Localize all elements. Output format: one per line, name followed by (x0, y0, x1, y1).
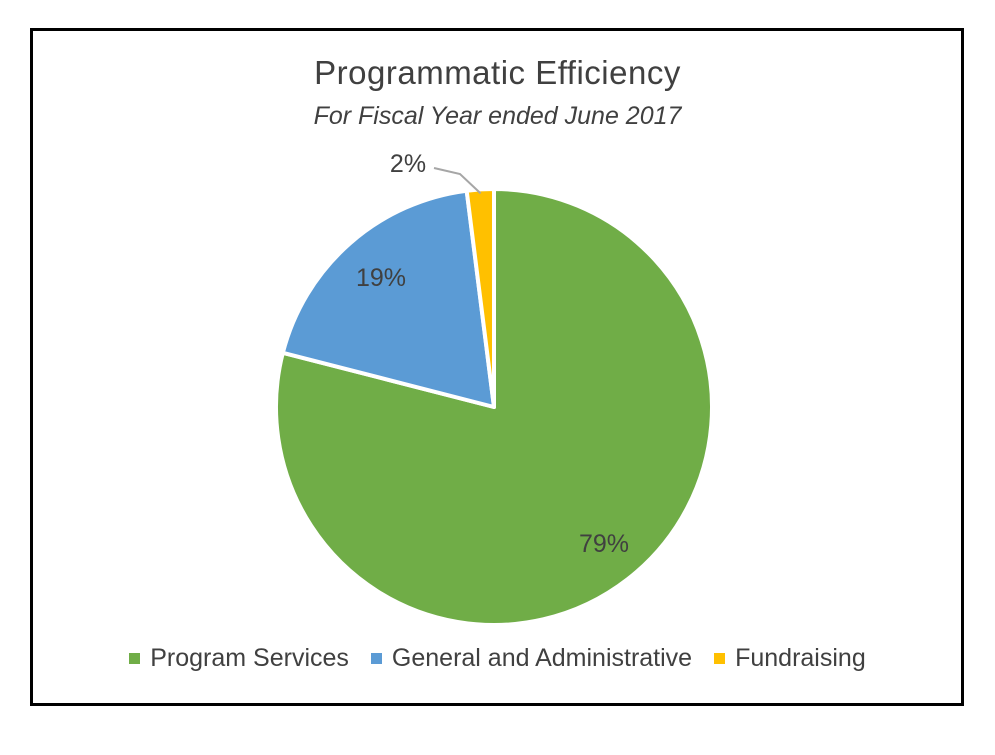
data-label-program-services: 79% (579, 530, 629, 558)
chart-subtitle: For Fiscal Year ended June 2017 (313, 102, 682, 130)
chart-legend: Program Services General and Administrat… (0, 644, 995, 673)
data-label-fundraising: 2% (390, 150, 426, 178)
legend-item-general-administrative: General and Administrative (370, 644, 693, 673)
legend-swatch-program-services (129, 653, 141, 664)
legend-label-program-services: Program Services (150, 644, 349, 672)
pie-slice-fundraising (464, 187, 496, 409)
legend-item-program-services: Program Services (129, 644, 349, 673)
legend-swatch-general-administrative (370, 653, 382, 664)
chart-title: Programmatic Efficiency (314, 54, 681, 91)
legend-swatch-fundraising (714, 653, 726, 664)
legend-label-fundraising: Fundraising (735, 644, 866, 672)
legend-item-fundraising: Fundraising (714, 644, 866, 673)
leader-line-fundraising (433, 167, 482, 195)
data-label-general-administrative: 19% (356, 264, 406, 292)
legend-label-general-administrative: General and Administrative (391, 644, 693, 672)
pie-slice-general-administrative (280, 188, 496, 409)
